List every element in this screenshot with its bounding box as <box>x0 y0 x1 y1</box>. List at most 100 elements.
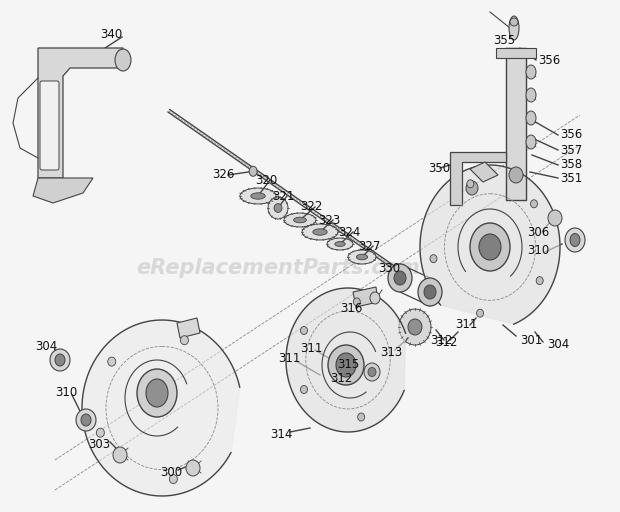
Ellipse shape <box>180 336 188 345</box>
Ellipse shape <box>418 278 442 306</box>
Text: 310: 310 <box>527 244 549 257</box>
Text: 304: 304 <box>35 340 57 353</box>
Ellipse shape <box>96 428 104 437</box>
Ellipse shape <box>510 18 518 26</box>
Ellipse shape <box>470 223 510 271</box>
Ellipse shape <box>336 353 356 377</box>
Ellipse shape <box>301 327 308 334</box>
Ellipse shape <box>408 319 422 335</box>
Ellipse shape <box>531 200 538 208</box>
Ellipse shape <box>368 368 376 376</box>
Text: 314: 314 <box>270 429 293 441</box>
Ellipse shape <box>424 285 436 299</box>
Polygon shape <box>506 48 526 200</box>
Ellipse shape <box>301 386 308 394</box>
Text: 358: 358 <box>560 159 582 172</box>
Ellipse shape <box>477 309 484 317</box>
Ellipse shape <box>274 204 282 212</box>
Ellipse shape <box>115 49 131 71</box>
Ellipse shape <box>526 65 536 79</box>
Text: 312: 312 <box>330 372 352 385</box>
Ellipse shape <box>268 197 288 219</box>
Ellipse shape <box>146 379 168 407</box>
Ellipse shape <box>388 264 412 292</box>
Ellipse shape <box>284 213 316 227</box>
Text: 356: 356 <box>538 53 560 67</box>
Text: 340: 340 <box>100 29 122 41</box>
Text: 316: 316 <box>340 302 362 314</box>
Ellipse shape <box>294 217 306 223</box>
Text: 304: 304 <box>547 338 569 352</box>
Text: 315: 315 <box>337 358 359 372</box>
Ellipse shape <box>76 409 96 431</box>
Text: 311: 311 <box>278 352 300 365</box>
Ellipse shape <box>358 413 365 421</box>
Ellipse shape <box>186 460 200 476</box>
Polygon shape <box>38 48 123 178</box>
Text: 330: 330 <box>378 262 400 274</box>
Ellipse shape <box>479 234 501 260</box>
Ellipse shape <box>466 181 478 195</box>
Text: 312: 312 <box>435 335 458 349</box>
Ellipse shape <box>548 210 562 226</box>
Text: 310: 310 <box>55 387 78 399</box>
Ellipse shape <box>313 229 327 235</box>
Text: 321: 321 <box>272 189 294 203</box>
Ellipse shape <box>50 349 70 371</box>
Text: 326: 326 <box>212 168 234 181</box>
Text: 350: 350 <box>428 161 450 175</box>
Ellipse shape <box>327 238 353 250</box>
Ellipse shape <box>240 188 276 204</box>
Ellipse shape <box>249 166 257 176</box>
Ellipse shape <box>328 345 364 385</box>
Ellipse shape <box>536 276 543 285</box>
Ellipse shape <box>137 369 177 417</box>
Ellipse shape <box>399 309 431 345</box>
Text: 320: 320 <box>255 174 277 186</box>
Text: 300: 300 <box>160 465 182 479</box>
Ellipse shape <box>570 233 580 246</box>
Text: 313: 313 <box>380 346 402 358</box>
Ellipse shape <box>302 224 338 240</box>
Text: 312: 312 <box>430 333 453 347</box>
Ellipse shape <box>348 250 376 264</box>
Ellipse shape <box>509 16 519 40</box>
Text: 322: 322 <box>300 201 322 214</box>
Ellipse shape <box>364 363 380 381</box>
Text: eReplacementParts.com: eReplacementParts.com <box>136 258 420 278</box>
Ellipse shape <box>81 414 91 426</box>
Ellipse shape <box>353 298 360 306</box>
FancyBboxPatch shape <box>40 81 59 170</box>
Ellipse shape <box>55 354 65 366</box>
Polygon shape <box>420 165 560 324</box>
Ellipse shape <box>113 447 127 463</box>
Ellipse shape <box>430 254 437 263</box>
Ellipse shape <box>335 242 345 246</box>
Polygon shape <box>496 48 536 58</box>
Polygon shape <box>353 287 378 307</box>
Text: 357: 357 <box>560 143 582 157</box>
Text: 324: 324 <box>338 225 360 239</box>
Ellipse shape <box>526 111 536 125</box>
Ellipse shape <box>169 475 177 483</box>
Ellipse shape <box>394 271 406 285</box>
Polygon shape <box>286 288 405 432</box>
Polygon shape <box>33 178 93 203</box>
Ellipse shape <box>509 167 523 183</box>
Ellipse shape <box>526 88 536 102</box>
Ellipse shape <box>251 193 265 199</box>
Text: 303: 303 <box>88 438 110 452</box>
Text: 323: 323 <box>318 214 340 226</box>
Ellipse shape <box>467 180 474 188</box>
Ellipse shape <box>565 228 585 252</box>
Ellipse shape <box>356 254 368 260</box>
Ellipse shape <box>370 292 380 304</box>
Text: 356: 356 <box>560 129 582 141</box>
Ellipse shape <box>108 357 116 366</box>
Text: 301: 301 <box>520 333 542 347</box>
Text: 355: 355 <box>493 33 515 47</box>
Text: 351: 351 <box>560 172 582 184</box>
Text: 306: 306 <box>527 225 549 239</box>
Ellipse shape <box>526 135 536 149</box>
Polygon shape <box>470 162 498 182</box>
